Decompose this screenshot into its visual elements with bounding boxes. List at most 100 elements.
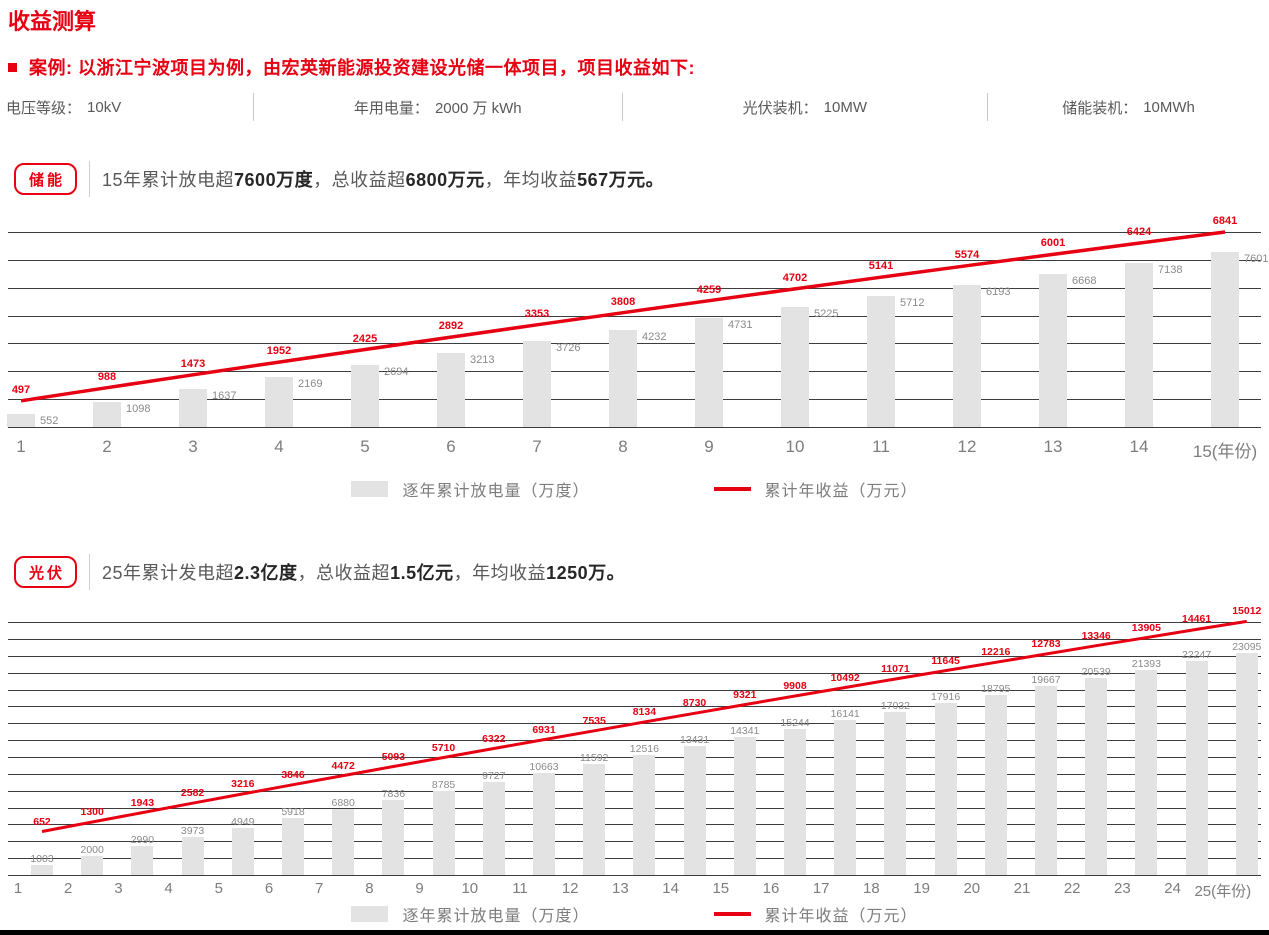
bar <box>437 353 465 427</box>
summary-segment: 567万元。 <box>577 170 665 190</box>
x-tick-label: 2 <box>102 437 112 456</box>
gridline <box>8 427 1261 428</box>
x-tick-label: 13 <box>1043 437 1063 456</box>
spec-annual-usage-value: 2000 万 kWh <box>434 99 522 117</box>
bar-value-label: 16141 <box>830 708 860 720</box>
bar-value-label: 1637 <box>212 390 237 403</box>
line-value-label: 1943 <box>130 796 155 809</box>
bar-value-label: 3213 <box>470 354 495 367</box>
x-tick-label: 17 <box>812 880 830 897</box>
bar-value-label: 3973 <box>180 824 205 837</box>
legend-line-label: 累计年收益（万元） <box>764 908 918 925</box>
bar <box>609 329 637 427</box>
gridline <box>8 672 1261 674</box>
line-value-label: 6001 <box>1040 237 1066 250</box>
bar <box>179 389 207 427</box>
line-value-label: 8134 <box>632 706 657 718</box>
bar <box>695 318 723 427</box>
bar <box>282 818 304 875</box>
x-tick-label: 19 <box>913 880 930 897</box>
x-tick-label: 7 <box>532 437 542 456</box>
line-value-label: 3353 <box>524 307 550 320</box>
x-tick-label: 14 <box>1129 437 1149 456</box>
bar-value-label: 5712 <box>900 296 925 309</box>
legend-bar-swatch <box>351 481 389 497</box>
bar-value-label: 21393 <box>1131 657 1161 670</box>
bar <box>332 809 355 875</box>
bar-value-label: 7836 <box>381 787 406 800</box>
case-text: 案例: 以浙江宁波项目为例，由宏英新能源投资建设光储一体项目，项目收益如下: <box>29 58 695 78</box>
gridline <box>8 756 1261 758</box>
gridline <box>8 706 1261 708</box>
line-value-label: 9908 <box>783 680 807 692</box>
bar <box>523 341 551 427</box>
x-tick-label: 9 <box>415 880 424 897</box>
bar-value-label: 2990 <box>130 834 155 847</box>
storage-summary: 15年累计放电超7600万度，总收益超6800万元，年均收益567万元。 <box>102 166 664 192</box>
bar <box>382 799 405 875</box>
x-tick-label: 12 <box>561 880 579 897</box>
line-value-label: 12216 <box>981 646 1011 659</box>
x-tick-label: 24 <box>1164 880 1181 897</box>
bar-value-label: 5225 <box>814 307 839 320</box>
bottom-edge <box>0 930 1269 935</box>
bar-value-label: 6193 <box>986 285 1011 298</box>
x-tick-label: 1 <box>13 880 23 897</box>
bar-value-label: 23095 <box>1232 641 1262 654</box>
line-value-label: 5574 <box>954 248 980 261</box>
gridline <box>8 232 1261 233</box>
line-value-label: 13346 <box>1081 629 1111 642</box>
divider <box>89 554 90 590</box>
line-value-label: 2892 <box>438 320 464 333</box>
gridline <box>8 858 1261 860</box>
bar <box>131 846 154 875</box>
x-tick-label: 3 <box>114 880 123 897</box>
x-tick-label: 10 <box>785 437 805 456</box>
bar <box>432 790 455 875</box>
bar-value-label: 8785 <box>431 778 456 791</box>
bar <box>834 720 857 875</box>
x-tick-label: 15(年份) <box>1192 442 1258 461</box>
summary-segment: 1.5亿元 <box>390 563 454 583</box>
spec-storage-capacity: 储能装机： 10MWh <box>988 90 1269 124</box>
bar <box>31 865 53 875</box>
x-tick-label: 4 <box>164 880 173 897</box>
line-value-label: 1300 <box>80 806 104 818</box>
pv-section-header: 光伏 25年累计发电超2.3亿度，总收益超1.5亿元，年均收益1250万。 <box>14 554 625 590</box>
bar <box>1235 653 1258 875</box>
spec-voltage-value: 10kV <box>87 98 122 116</box>
gridline <box>8 875 1261 876</box>
spec-pv-capacity: 光伏装机： 10MW <box>623 90 988 124</box>
line-value-label: 2425 <box>352 332 378 345</box>
bar-value-label: 15244 <box>780 716 810 729</box>
spec-storage-capacity-value: 10MWh <box>1143 98 1195 116</box>
gridline <box>8 723 1261 725</box>
divider <box>253 93 255 121</box>
bar-value-label: 2694 <box>384 366 409 378</box>
legend-line-label: 累计年收益（万元） <box>764 483 918 500</box>
bar <box>884 711 907 875</box>
bar <box>683 746 706 875</box>
bar-value-label: 7138 <box>1158 263 1183 276</box>
line-value-label: 6841 <box>1212 215 1238 227</box>
summary-segment: 15年累计放电超 <box>102 170 235 190</box>
x-tick-label: 5 <box>360 437 370 456</box>
bar <box>1085 677 1108 875</box>
bar <box>533 772 555 875</box>
summary-segment: 2.3亿度 <box>234 563 298 583</box>
line-value-label: 6931 <box>532 723 556 736</box>
line-value-label: 14461 <box>1181 613 1212 626</box>
line-value-label: 6424 <box>1126 226 1152 239</box>
bar-value-label: 4949 <box>231 815 255 828</box>
storage-badge: 储能 <box>14 163 77 195</box>
x-tick-label: 13 <box>612 880 629 897</box>
x-tick-label: 14 <box>662 880 679 897</box>
bar <box>81 855 104 875</box>
spec-voltage: 电压等级： 10kV <box>0 90 253 124</box>
summary-segment: 25年累计发电超 <box>102 563 235 583</box>
line-value-label: 6322 <box>482 732 506 745</box>
